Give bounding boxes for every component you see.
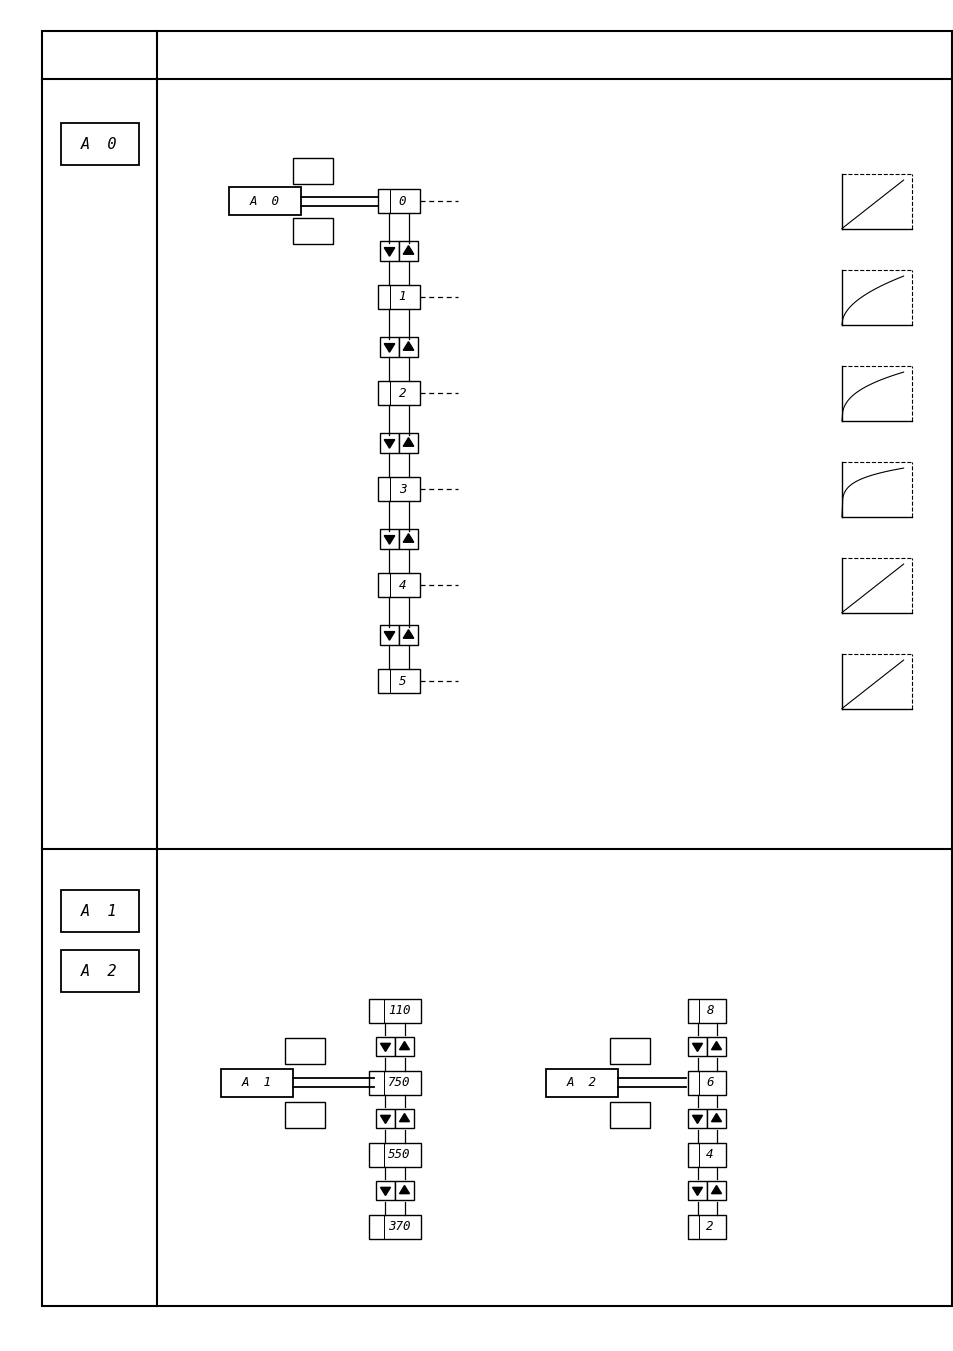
- Bar: [369, 1215, 420, 1239]
- Polygon shape: [403, 342, 414, 350]
- Bar: [687, 1215, 725, 1239]
- Bar: [369, 1070, 420, 1094]
- Polygon shape: [384, 439, 395, 449]
- Text: 5: 5: [398, 674, 406, 688]
- Text: 750: 750: [388, 1075, 410, 1089]
- Bar: [379, 338, 399, 357]
- Text: 0: 0: [398, 195, 406, 208]
- Bar: [398, 626, 417, 644]
- Polygon shape: [403, 534, 414, 542]
- Text: A  1: A 1: [242, 1075, 272, 1089]
- Bar: [687, 998, 725, 1023]
- Polygon shape: [692, 1043, 701, 1051]
- Text: A  1: A 1: [81, 904, 117, 919]
- Bar: [285, 1038, 325, 1063]
- Bar: [377, 573, 419, 597]
- Text: 6: 6: [705, 1075, 713, 1089]
- Bar: [398, 338, 417, 357]
- Bar: [545, 1069, 618, 1097]
- Bar: [377, 477, 419, 501]
- Bar: [60, 123, 138, 165]
- Bar: [285, 1101, 325, 1128]
- Bar: [229, 186, 301, 215]
- Bar: [609, 1038, 649, 1063]
- Bar: [369, 1143, 420, 1166]
- Bar: [221, 1069, 293, 1097]
- Text: A  2: A 2: [81, 963, 117, 978]
- Bar: [395, 1038, 414, 1055]
- Bar: [395, 1109, 414, 1128]
- Bar: [60, 890, 138, 932]
- Text: 550: 550: [388, 1148, 410, 1161]
- Text: 370: 370: [388, 1220, 410, 1233]
- Polygon shape: [384, 247, 395, 257]
- Polygon shape: [384, 535, 395, 544]
- Bar: [687, 1038, 706, 1055]
- Text: A  0: A 0: [81, 136, 117, 151]
- Bar: [375, 1109, 395, 1128]
- Polygon shape: [711, 1113, 720, 1121]
- Bar: [379, 626, 399, 644]
- Bar: [293, 218, 333, 245]
- Polygon shape: [380, 1188, 390, 1196]
- Polygon shape: [384, 632, 395, 640]
- Text: 8: 8: [705, 1004, 713, 1017]
- Bar: [377, 285, 419, 309]
- Text: 4: 4: [705, 1148, 713, 1161]
- Bar: [687, 1109, 706, 1128]
- Polygon shape: [403, 630, 414, 638]
- Bar: [293, 158, 333, 184]
- Polygon shape: [403, 438, 414, 446]
- Polygon shape: [403, 246, 414, 254]
- Bar: [369, 998, 420, 1023]
- Bar: [687, 1143, 725, 1166]
- Polygon shape: [711, 1042, 720, 1050]
- Bar: [375, 1038, 395, 1055]
- Bar: [687, 1070, 725, 1094]
- Bar: [609, 1101, 649, 1128]
- Polygon shape: [692, 1188, 701, 1196]
- Polygon shape: [380, 1116, 390, 1124]
- Bar: [377, 669, 419, 693]
- Bar: [379, 242, 399, 261]
- Text: 110: 110: [388, 1004, 410, 1017]
- Bar: [687, 1181, 706, 1200]
- Polygon shape: [380, 1043, 390, 1051]
- Bar: [60, 950, 138, 992]
- Bar: [395, 1181, 414, 1200]
- Polygon shape: [399, 1113, 409, 1121]
- Text: 4: 4: [398, 578, 406, 592]
- Bar: [377, 189, 419, 213]
- Polygon shape: [711, 1186, 720, 1194]
- Polygon shape: [399, 1186, 409, 1194]
- Polygon shape: [692, 1116, 701, 1124]
- Bar: [379, 434, 399, 453]
- Bar: [398, 434, 417, 453]
- Polygon shape: [399, 1042, 409, 1050]
- Text: 3: 3: [398, 482, 406, 496]
- Bar: [398, 530, 417, 549]
- Bar: [398, 242, 417, 261]
- Text: 2: 2: [705, 1220, 713, 1233]
- Bar: [706, 1109, 725, 1128]
- Text: 1: 1: [398, 290, 406, 304]
- Bar: [706, 1038, 725, 1055]
- Bar: [706, 1181, 725, 1200]
- Text: 2: 2: [398, 386, 406, 400]
- Bar: [375, 1181, 395, 1200]
- Text: A  2: A 2: [566, 1075, 597, 1089]
- Bar: [377, 381, 419, 405]
- Polygon shape: [384, 343, 395, 353]
- Text: A  0: A 0: [250, 195, 280, 208]
- Bar: [379, 530, 399, 549]
